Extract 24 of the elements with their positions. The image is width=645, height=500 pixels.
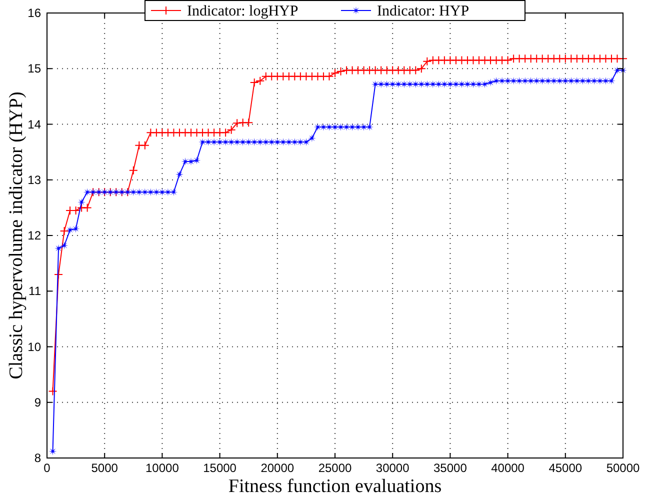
x-tick-label: 20000 (260, 461, 294, 475)
x-tick-label: 45000 (548, 461, 582, 475)
y-tick-label: 10 (28, 340, 42, 354)
x-tick-label: 0 (44, 461, 51, 475)
y-tick-label: 9 (34, 395, 42, 410)
x-tick-label: 50000 (606, 461, 640, 475)
y-tick-label: 15 (28, 62, 42, 76)
x-tick-label: 10000 (146, 461, 180, 475)
x-tick-label: 25000 (318, 461, 352, 475)
y-axis-title: Classic hypervolume indicator (HYP) (6, 92, 27, 380)
x-tick-label: 35000 (434, 461, 468, 475)
legend-label: Indicator: HYP (377, 4, 470, 20)
y-tick-label: 14 (28, 117, 42, 132)
y-tick-label: 13 (28, 172, 42, 187)
y-tick-label: 8 (34, 451, 42, 465)
legend-label: Indicator: logHYP (187, 4, 298, 20)
x-axis-title: Fitness function evaluations (228, 476, 442, 497)
y-tick-label: 16 (28, 6, 42, 20)
x-tick-label: 40000 (491, 461, 525, 475)
x-tick-label: 5000 (91, 461, 118, 475)
x-tick-label: 15000 (203, 461, 237, 475)
y-tick-label: 12 (28, 228, 42, 242)
y-tick-label: 11 (28, 284, 42, 298)
x-tick-label: 30000 (376, 461, 410, 475)
